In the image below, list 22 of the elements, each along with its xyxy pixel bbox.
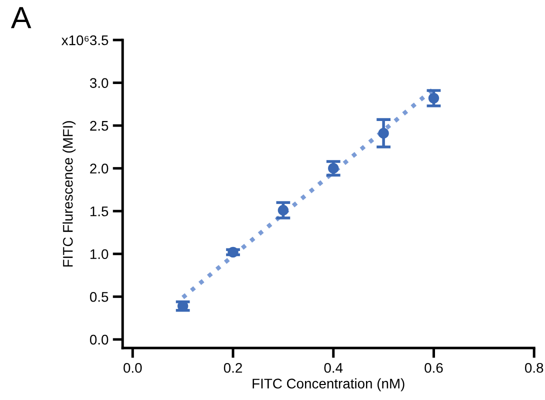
x-tick-label: 0.2 (224, 362, 242, 373)
text: A (10, 7, 32, 28)
point (278, 204, 289, 216)
y-tick-label: 2.0 (90, 164, 108, 174)
y-axis-title: FITC Flurescence (MFI) (62, 121, 76, 267)
point (378, 128, 389, 139)
y-tick-label: 0.5 (90, 292, 108, 302)
y-tick-label: 1.0 (90, 249, 108, 260)
y-tick-label: 1.5 (90, 206, 108, 216)
x-tick-label: 0.4 (324, 362, 343, 373)
x-axis-title: FITC Concentration (nM) (252, 378, 404, 392)
text: x10⁶ (62, 35, 89, 46)
point (428, 92, 440, 104)
point (328, 162, 339, 174)
y-tick-label: 0.0 (90, 334, 108, 345)
x-tick-label: 0.0 (124, 362, 142, 373)
x-tick-label: 0.8 (524, 362, 544, 373)
y-tick-label: 2.5 (90, 120, 108, 131)
x-tick-label: 0.6 (424, 362, 443, 373)
point (228, 246, 238, 258)
y-tick-label: 3.5 (90, 35, 108, 46)
y-tick-label: 3.0 (90, 78, 108, 88)
